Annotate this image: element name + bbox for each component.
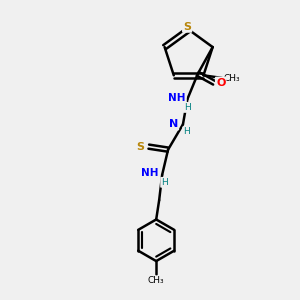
Text: S: S bbox=[136, 142, 144, 152]
Text: CH₃: CH₃ bbox=[148, 277, 164, 286]
Text: N: N bbox=[169, 119, 178, 129]
Text: H: H bbox=[183, 127, 190, 136]
Text: O: O bbox=[216, 78, 225, 88]
Text: S: S bbox=[183, 22, 191, 32]
Text: CH₃: CH₃ bbox=[224, 74, 240, 83]
Text: NH: NH bbox=[141, 168, 158, 178]
Text: NH: NH bbox=[168, 93, 186, 103]
Text: H: H bbox=[184, 103, 190, 112]
Text: H: H bbox=[161, 178, 168, 187]
